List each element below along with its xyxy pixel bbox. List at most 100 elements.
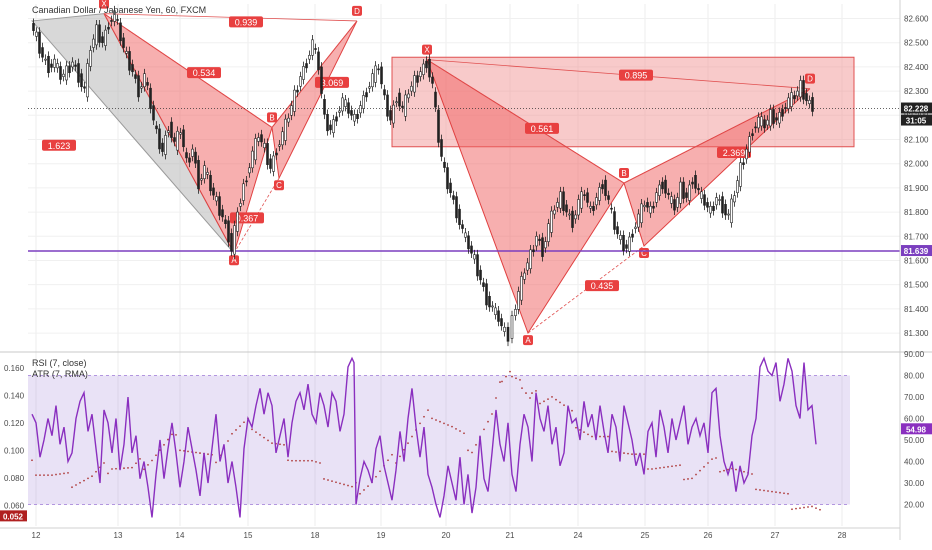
atr-dot	[467, 449, 469, 452]
pattern-point-label: C	[641, 249, 647, 258]
candle-body	[464, 232, 467, 238]
atr-dot	[323, 478, 325, 480]
atr-dot	[815, 507, 817, 510]
atr-dot	[707, 462, 709, 464]
atr-dot	[659, 467, 661, 469]
candle-body	[628, 236, 631, 252]
candle-body	[458, 208, 461, 225]
candle-body	[787, 97, 790, 109]
candle-body	[443, 161, 446, 168]
atr-dot	[115, 467, 117, 470]
atr-dot	[735, 468, 737, 471]
candle-body	[595, 197, 598, 206]
price-tick-label: 81.800	[904, 208, 929, 217]
atr-dot	[755, 488, 757, 491]
candle-body	[401, 105, 404, 108]
pattern-point-label: D	[354, 7, 360, 16]
candle-body	[302, 66, 305, 80]
atr-dot	[703, 465, 705, 468]
atr-dot	[511, 375, 513, 378]
candle-body	[323, 99, 326, 115]
atr-tick-label: 0.080	[4, 474, 25, 483]
atr-dot	[295, 459, 297, 462]
candle-body	[260, 134, 263, 143]
atr-dot	[783, 492, 785, 495]
atr-dot	[531, 392, 533, 394]
atr-dot	[519, 378, 521, 381]
candle-body	[119, 22, 122, 42]
atr-dot	[543, 400, 545, 403]
current-price-box	[901, 102, 932, 114]
candle-body	[482, 282, 485, 287]
price-tick-label: 81.300	[904, 329, 929, 338]
price-pane[interactable]: X A B C D 0.534 0.367 3.069 0.939 1.623 X A B C D 0.561…	[28, 0, 900, 347]
atr-dot	[419, 422, 421, 425]
pattern-point-label: C	[276, 181, 282, 190]
atr-dot	[311, 459, 313, 462]
countdown-label: 31:05	[906, 117, 927, 126]
price-tick-label: 81.600	[904, 256, 929, 265]
atr-dot	[399, 455, 401, 458]
candle-body	[158, 128, 161, 150]
candle-body	[811, 97, 814, 112]
atr-dot	[615, 451, 617, 453]
candle-body	[467, 235, 470, 250]
support-price-label: 81.639	[904, 247, 929, 256]
x-tick-label: 28	[838, 531, 847, 540]
candle-body	[757, 116, 760, 129]
atr-dot	[743, 470, 745, 473]
price-tick-label: 82.300	[904, 87, 929, 96]
harmonic-ratio-line	[426, 59, 625, 184]
atr-dot	[539, 402, 541, 405]
candle-body	[470, 245, 473, 254]
atr-dot	[375, 475, 377, 478]
candle-body	[131, 64, 134, 73]
pattern-point-label: X	[424, 46, 430, 55]
pattern-point-box	[805, 73, 815, 84]
candle-body	[209, 175, 212, 192]
candle-body	[556, 202, 559, 208]
candle-body	[59, 66, 62, 80]
candle-body	[646, 202, 649, 208]
ratio-label: 3.069	[321, 78, 344, 88]
atr-dot	[87, 477, 89, 480]
candle-body	[709, 205, 712, 214]
rsi-tick-label: 40.00	[904, 458, 925, 467]
atr-dot	[67, 471, 69, 474]
atr-dot	[243, 421, 245, 424]
candle-body	[658, 184, 661, 196]
indicator-pane[interactable]	[28, 356, 850, 518]
atr-dot	[407, 442, 409, 445]
rsi-value-label: 54.98	[906, 425, 927, 434]
candle-body	[377, 68, 380, 71]
candle-body	[236, 211, 239, 232]
candle-body	[479, 269, 482, 281]
candle-body	[191, 148, 194, 157]
atr-dot	[591, 435, 593, 438]
candle-body	[224, 219, 227, 224]
current-price-label: 82.228	[904, 105, 929, 114]
ratio-box	[585, 280, 619, 292]
candle-body	[218, 196, 221, 216]
candle-body	[62, 73, 65, 77]
candle-body	[796, 90, 799, 97]
candle-body	[389, 110, 392, 121]
candle-body	[275, 152, 278, 156]
x-tick-label: 15	[244, 531, 253, 540]
atr-dot	[127, 467, 129, 469]
atr-dot	[107, 472, 109, 475]
pattern-point-label: A	[525, 336, 531, 345]
atr-dot	[135, 462, 137, 465]
atr-dot	[671, 465, 673, 468]
atr-dot	[379, 470, 381, 473]
atr-tick-label: 0.120	[4, 419, 25, 428]
candle-body	[227, 220, 230, 243]
candle-body	[371, 73, 374, 88]
candle-body	[368, 86, 371, 89]
candle-body	[700, 191, 703, 199]
atr-dot	[439, 420, 441, 423]
candle-body	[772, 109, 775, 124]
rsi-line[interactable]	[31, 356, 817, 518]
candle-body	[449, 182, 452, 194]
